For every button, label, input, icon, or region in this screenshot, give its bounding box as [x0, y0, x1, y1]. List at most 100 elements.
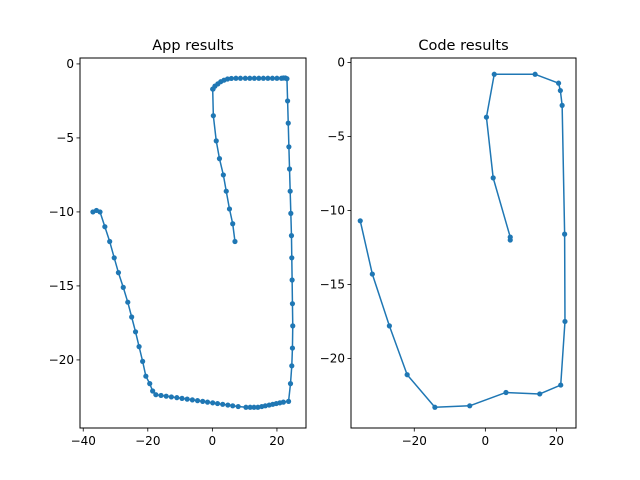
app-data-point: [179, 395, 185, 401]
code-data-point: [503, 389, 509, 396]
app-data-point: [287, 381, 294, 387]
app-data-point: [200, 398, 206, 404]
code-data-point: [537, 391, 543, 397]
app-data-point: [174, 395, 180, 401]
code-data-point: [562, 318, 568, 325]
app-data-point: [288, 233, 295, 239]
app-data-point: [136, 344, 142, 350]
code-series-line: [359, 73, 566, 409]
app-x-tick-label: 20: [269, 434, 284, 448]
app-data-point: [269, 75, 276, 81]
app-data-point: [184, 396, 190, 402]
app-data-point: [147, 381, 153, 387]
app-x-tick-label: −40: [71, 434, 96, 448]
app-data-point: [204, 399, 211, 405]
app-data-point: [235, 403, 241, 410]
app-data-point: [242, 75, 248, 81]
app-data-point: [129, 314, 135, 320]
app-data-point: [237, 75, 244, 81]
app-x-tick-label: −20: [135, 434, 160, 448]
app-data-point: [153, 392, 159, 398]
app-data-point: [290, 323, 296, 329]
app-data-point: [243, 404, 249, 410]
code-axes-frame: [350, 57, 577, 429]
app-data-point: [107, 238, 113, 245]
app-data-point: [214, 400, 221, 407]
code-data-point: [369, 271, 375, 277]
app-results-title: App results: [152, 38, 234, 54]
app-data-point: [90, 209, 96, 215]
app-data-point: [260, 75, 266, 81]
code-x-tick-label: 0: [482, 434, 490, 448]
app-x-tick-label: 0: [209, 434, 217, 448]
code-y-tick-label: −15: [320, 278, 345, 292]
app-data-point: [286, 166, 293, 172]
app-data-point: [223, 188, 229, 194]
app-data-point: [163, 393, 169, 399]
code-x-tick-label: 20: [549, 434, 564, 448]
app-data-point: [225, 402, 231, 408]
app-data-point: [143, 373, 149, 379]
code-data-point: [491, 71, 497, 77]
app-data-point: [265, 75, 271, 81]
app-data-point: [120, 284, 126, 290]
app-data-point: [150, 388, 156, 394]
code-data-point: [562, 231, 568, 237]
app-data-point: [287, 188, 293, 194]
app-data-point: [125, 299, 131, 305]
app-data-point: [256, 75, 262, 81]
app-data-point: [285, 98, 291, 104]
app-data-point: [289, 255, 295, 261]
code-data-point: [404, 372, 410, 378]
app-data-point: [259, 403, 265, 410]
app-data-point: [140, 358, 146, 364]
app-data-point: [220, 401, 226, 407]
app-data-point: [224, 76, 231, 82]
code-data-point: [357, 218, 363, 224]
app-axes-frame: [79, 57, 307, 429]
app-data-point: [255, 404, 261, 410]
code-data-point: [386, 323, 392, 329]
app-data-point: [220, 172, 226, 178]
code-y-tick-label: 0: [337, 56, 345, 70]
app-data-point: [216, 156, 223, 162]
code-y-tick-label: −20: [320, 352, 345, 366]
app-data-point: [247, 75, 253, 81]
code-data-point: [555, 80, 562, 86]
app-y-tick-label: −20: [49, 353, 74, 367]
app-data-point: [168, 394, 174, 400]
code-data-point: [483, 114, 490, 120]
app-data-point: [230, 403, 236, 409]
code-data-point: [557, 87, 563, 94]
app-data-point: [289, 301, 296, 307]
app-data-point: [284, 76, 290, 82]
app-y-tick-label: −5: [56, 131, 74, 145]
code-data-point: [467, 403, 473, 409]
app-data-point: [285, 120, 291, 126]
app-data-point: [286, 144, 292, 150]
app-data-point: [194, 398, 201, 404]
app-data-point: [247, 404, 253, 410]
code-data-point: [558, 382, 564, 388]
app-y-tick-label: −15: [49, 279, 74, 293]
app-data-point: [233, 75, 239, 81]
app-data-point: [251, 404, 257, 410]
app-data-point: [289, 345, 296, 351]
app-data-point: [189, 397, 195, 403]
code-data-point: [432, 404, 438, 410]
app-y-tick-label: −10: [49, 205, 74, 219]
code-data-point: [490, 175, 496, 181]
app-data-point: [289, 277, 295, 283]
app-results-panel: App results −40 −20 0 20 0 −5 −10 −15 −20: [49, 38, 307, 448]
code-results-panel: Code results −20 0 20 0 −5 −10 −15 −20: [320, 38, 577, 448]
app-data-point: [210, 400, 216, 406]
app-data-point: [132, 329, 139, 335]
app-data-point: [228, 75, 235, 82]
app-data-point: [111, 255, 117, 261]
app-data-point: [115, 270, 122, 276]
code-data-point: [532, 71, 538, 77]
app-data-point: [288, 210, 294, 216]
app-data-point: [158, 392, 164, 399]
app-data-point: [226, 206, 233, 212]
